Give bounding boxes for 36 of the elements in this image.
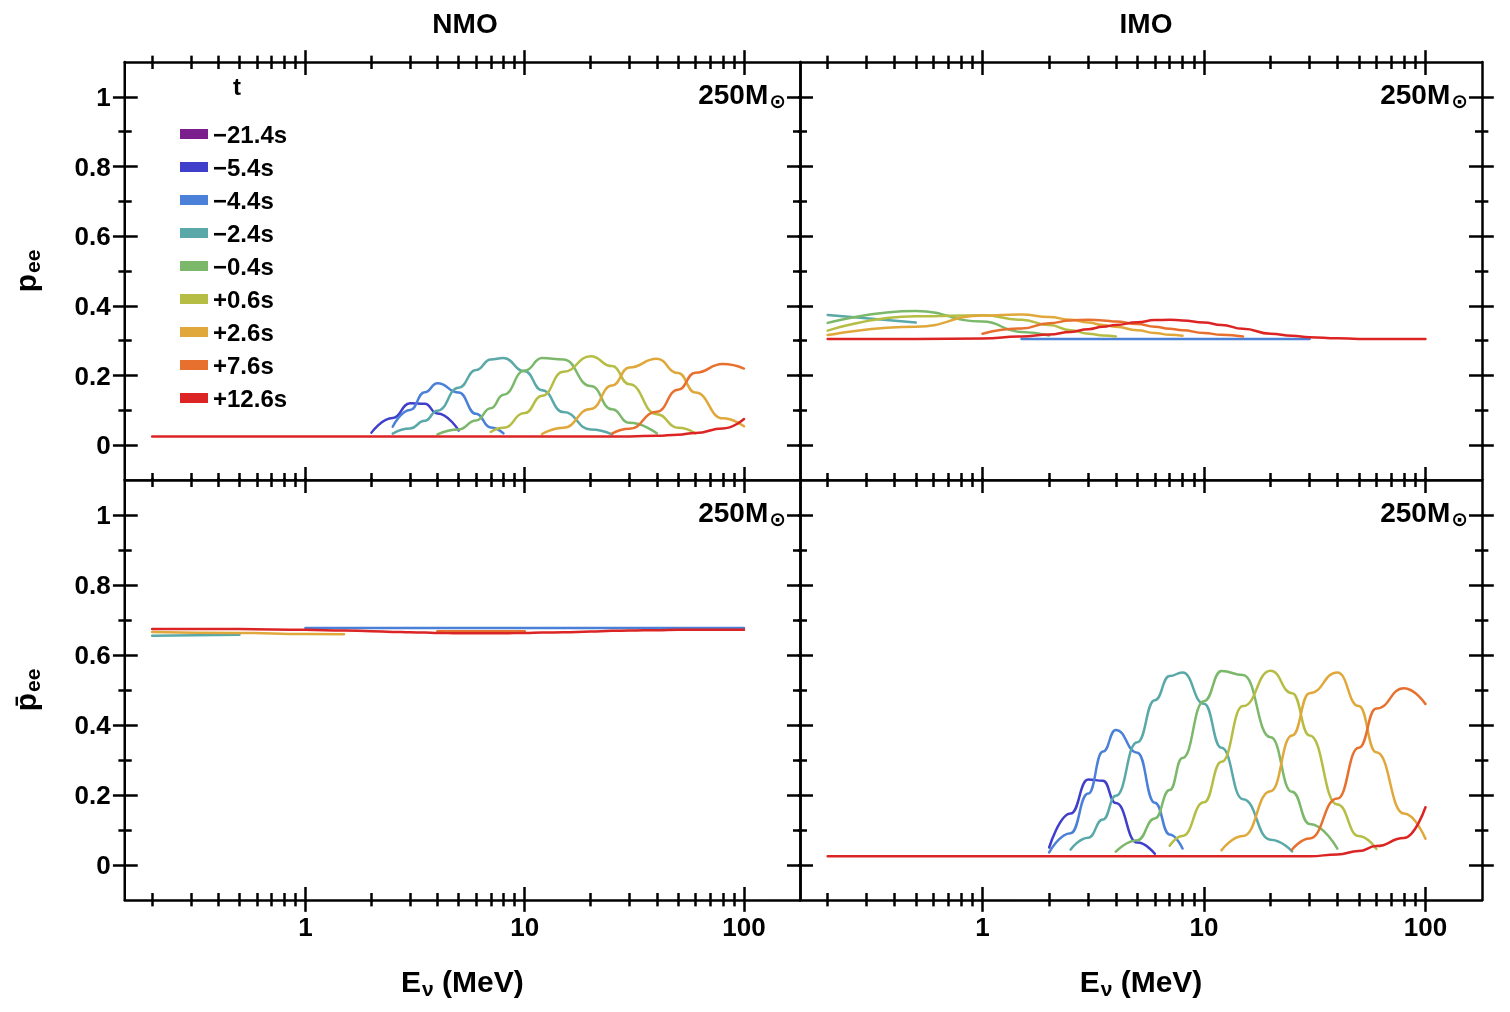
legend-label: −5.4s xyxy=(213,153,274,181)
y-tick-label: 0.8 xyxy=(74,570,111,600)
y-tick-label: 0.4 xyxy=(74,290,112,321)
annotation: 250M⊙ xyxy=(698,78,787,112)
legend-label: +2.6s xyxy=(213,318,274,346)
y-tick-label: 0.2 xyxy=(74,780,111,810)
legend-title: t xyxy=(233,73,241,101)
legend-label: −0.4s xyxy=(213,252,274,280)
y-tick-label: 0.6 xyxy=(74,221,111,252)
annotation: 250M⊙ xyxy=(1380,496,1469,530)
y-tick-label: 0.4 xyxy=(74,710,112,740)
x-tick-label: 10 xyxy=(510,912,540,942)
legend-label: +0.6s xyxy=(213,285,274,313)
x-tick-label: 100 xyxy=(1403,912,1448,942)
x-tick-label: 1 xyxy=(298,912,313,942)
x-tick-label: 1 xyxy=(975,912,990,942)
y-tick-label: 0 xyxy=(96,850,111,880)
y-tick-label: 1 xyxy=(96,500,111,530)
annotation: 250M⊙ xyxy=(1380,78,1469,112)
x-tick-label: 100 xyxy=(722,912,766,942)
annotation: 250M⊙ xyxy=(698,496,787,530)
y-tick-label: 0 xyxy=(96,430,111,461)
y-tick-label: 1 xyxy=(96,81,111,112)
x-tick-label: 10 xyxy=(1189,912,1219,942)
legend-label: +7.6s xyxy=(213,351,274,379)
legend-label: +12.6s xyxy=(213,384,288,412)
y-tick-label: 0.2 xyxy=(74,360,111,391)
legend-label: −2.4s xyxy=(213,219,274,247)
y-axis-title: pee xyxy=(8,249,44,293)
legend-label: −4.4s xyxy=(213,186,274,214)
y-tick-label: 0.8 xyxy=(74,151,111,182)
chart-title: NMO xyxy=(432,7,498,39)
chart-title: IMO xyxy=(1119,7,1173,39)
y-tick-label: 0.6 xyxy=(74,640,111,670)
y-axis-title: p̄ee xyxy=(8,668,44,712)
legend-label: −21.4s xyxy=(213,120,288,148)
